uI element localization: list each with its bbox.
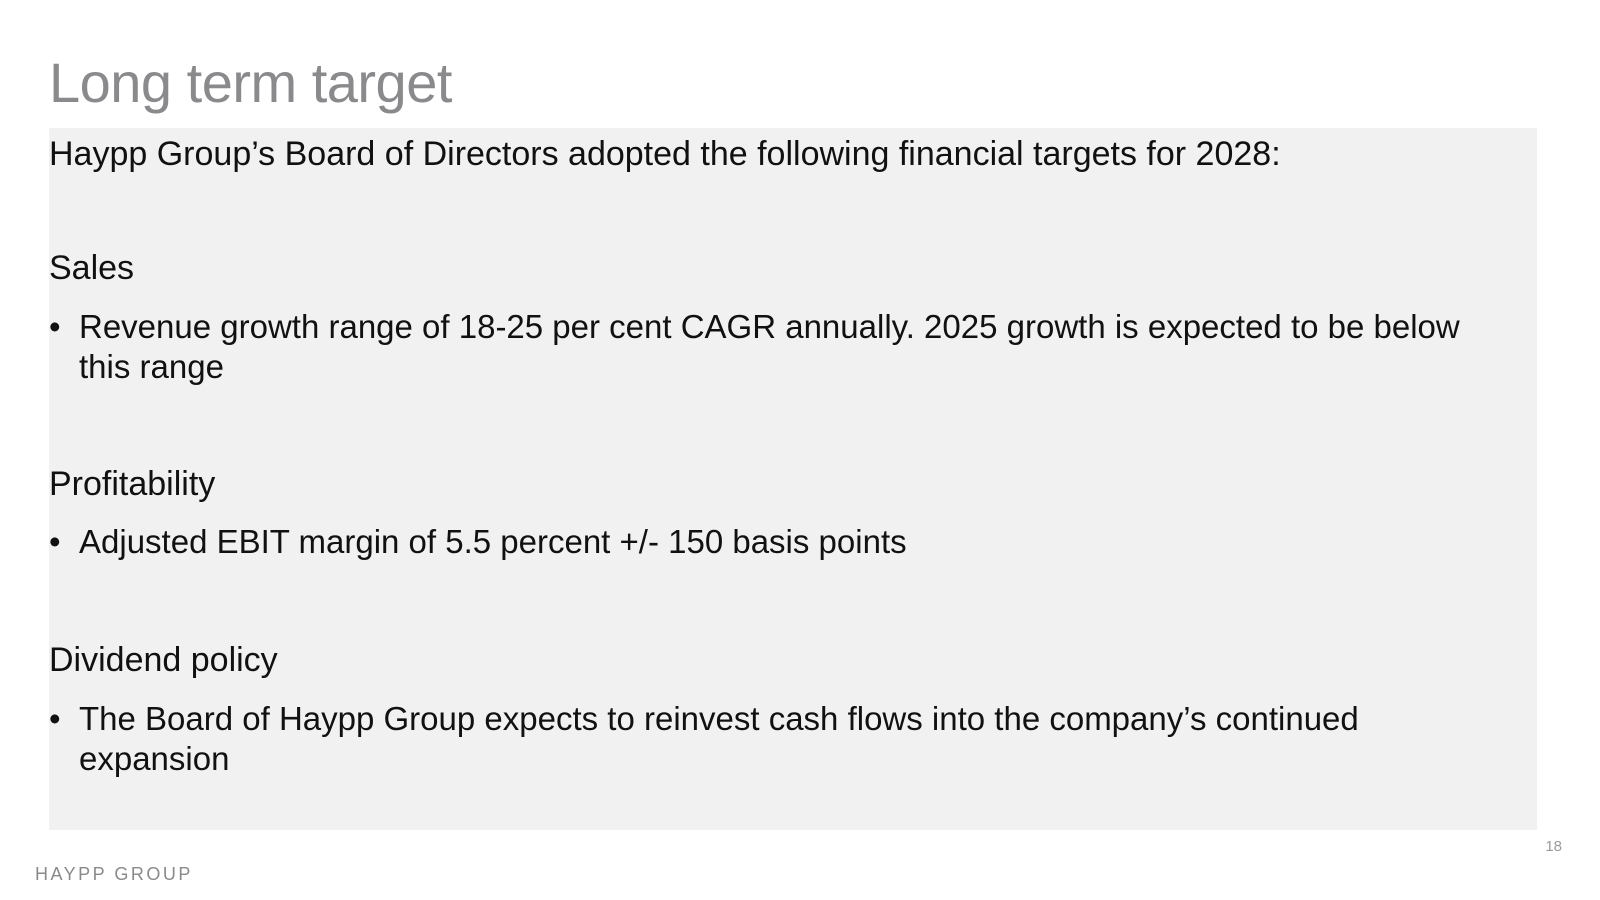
content-box: Haypp Group’s Board of Directors adopted… [49, 128, 1537, 830]
bullet-sales: • Revenue growth range of 18-25 per cent… [49, 307, 1489, 387]
page-number: 18 [1545, 838, 1562, 855]
section-heading-dividend-policy: Dividend policy [49, 641, 278, 679]
company-logo: HAYPP GROUP [35, 864, 193, 884]
page-title: Long term target [49, 51, 452, 114]
bullet-text-profitability: Adjusted EBIT margin of 5.5 percent +/- … [79, 523, 907, 560]
bullet-dot: • [49, 308, 61, 345]
bullet-dividend-policy: • The Board of Haypp Group expects to re… [49, 699, 1489, 779]
bullet-profitability: • Adjusted EBIT margin of 5.5 percent +/… [49, 522, 1489, 562]
bullet-text-dividend-policy: The Board of Haypp Group expects to rein… [79, 700, 1359, 777]
intro-text: Haypp Group’s Board of Directors adopted… [49, 135, 1281, 173]
bullet-dot: • [49, 523, 61, 560]
bullet-dot: • [49, 700, 61, 737]
bullet-text-sales: Revenue growth range of 18-25 per cent C… [79, 308, 1460, 385]
section-heading-sales: Sales [49, 249, 135, 287]
section-heading-profitability: Profitability [49, 465, 216, 503]
